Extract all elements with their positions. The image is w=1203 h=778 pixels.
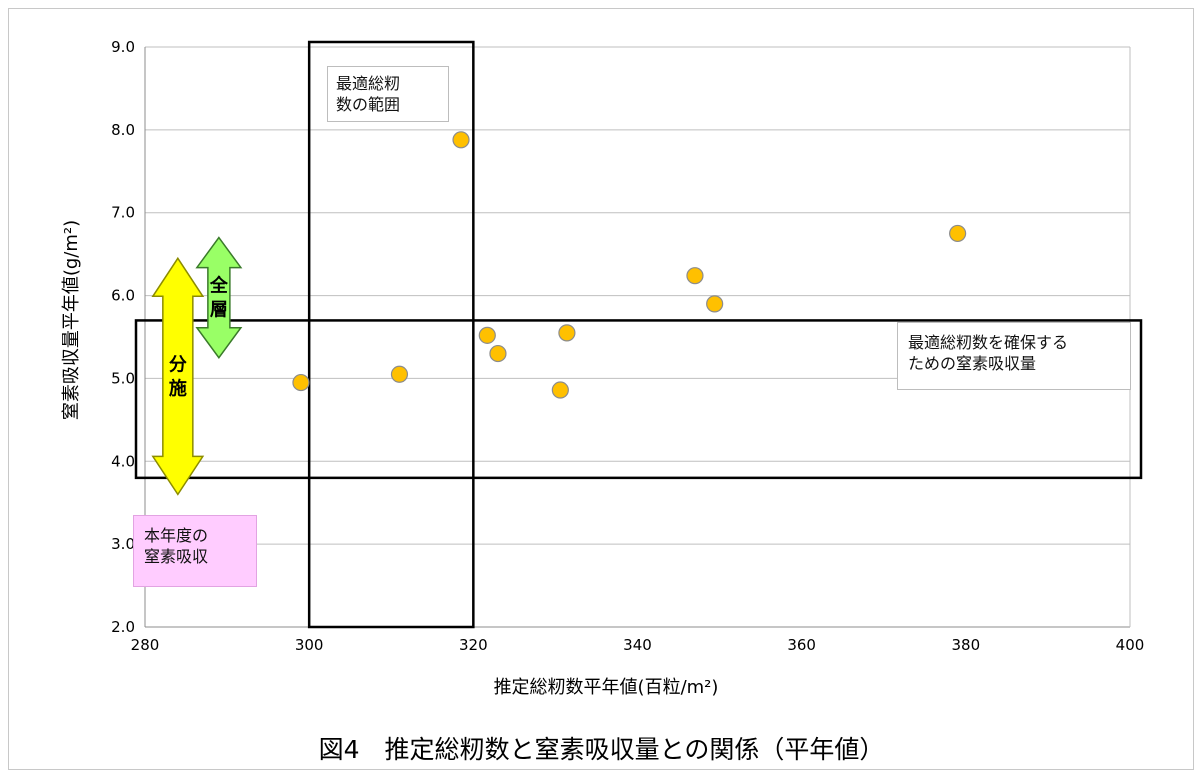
data-point [489, 344, 507, 363]
data-point [706, 295, 724, 313]
y-tick-label: 3.0 [111, 535, 135, 553]
y-axis-title: 窒素吸収量平年値(g/m²) [61, 220, 82, 420]
highlight-regions [134, 40, 1143, 629]
data-point [686, 267, 704, 285]
data-points [292, 131, 967, 399]
x-tick-label: 320 [459, 636, 488, 654]
y-tick-label: 6.0 [111, 287, 135, 305]
this-year-callout: 本年度の 窒素吸収 [133, 515, 257, 587]
range-arrows: 分施 全層 [151, 236, 243, 496]
range-arrow-label: 層 [210, 300, 228, 321]
x-tick-label: 400 [1116, 636, 1145, 654]
x-tick-label: 340 [623, 636, 652, 654]
y-tick-label: 7.0 [111, 204, 135, 222]
optimal-n-callout: 最適総籾数を確保する ための窒素吸収量 [897, 322, 1131, 390]
axis-ticks: 2.0 3.0 4.0 5.0 6.0 7.0 8.0 9.0 280 300 320 340 360 3… [111, 38, 1144, 654]
range-arrow-split [151, 256, 205, 496]
region-optimal_grain_range [307, 40, 475, 629]
range-arrow-label: 施 [169, 377, 187, 399]
x-tick-label: 280 [131, 636, 160, 654]
scatter-chart: 2.0 3.0 4.0 5.0 6.0 7.0 8.0 9.0 280 300 320 340 360 3… [61, 38, 1144, 698]
data-point [390, 365, 409, 383]
x-tick-label: 380 [952, 636, 981, 654]
range-arrow-label: 分 [169, 354, 187, 375]
data-point [949, 224, 967, 243]
range-arrow-label: 全 [209, 275, 229, 297]
y-tick-label: 9.0 [111, 38, 135, 56]
x-axis-title: 推定総籾数平年値(百粒/m²) [494, 677, 719, 698]
data-point [478, 326, 496, 344]
range-arrow-full-layer [195, 236, 243, 359]
y-tick-label: 2.0 [111, 618, 135, 636]
figure-caption: 図4 推定総籾数と窒素吸収量との関係（平年値） [318, 735, 885, 764]
data-point [292, 373, 310, 392]
y-tick-label: 5.0 [111, 369, 135, 387]
y-tick-label: 4.0 [111, 452, 135, 470]
data-point [558, 324, 576, 342]
data-point [452, 131, 470, 149]
data-point [551, 381, 569, 399]
y-tick-label: 8.0 [111, 121, 135, 139]
x-tick-label: 360 [787, 636, 816, 654]
region-optimal_n_uptake [134, 319, 1143, 480]
optimal-range-callout: 最適総籾 数の範囲 [327, 66, 449, 122]
x-tick-label: 300 [295, 636, 324, 654]
